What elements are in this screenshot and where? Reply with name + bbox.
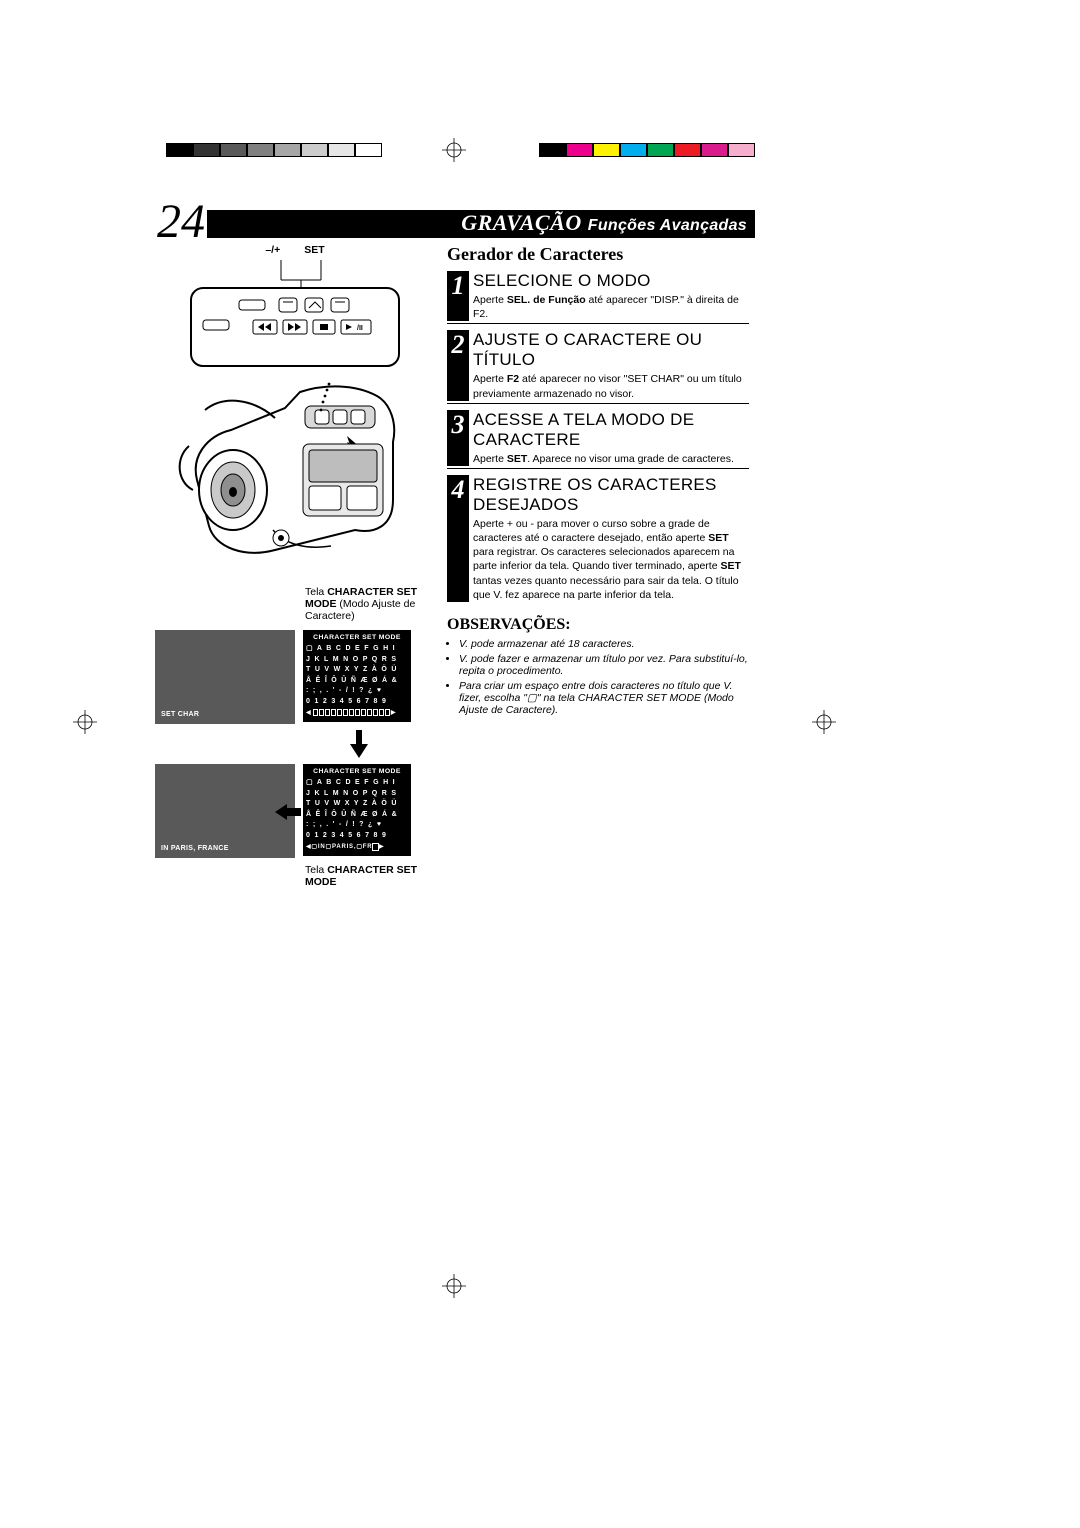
observacoes-list: V. pode armazenar até 18 caracteres. V. … [447,638,749,716]
controller-diagram: /II [181,260,409,370]
step-2-text: Aperte F2 até aparecer no visor "SET CHA… [473,372,749,400]
camcorder-diagram [155,380,435,580]
color-bar-left [166,143,382,157]
section-title: Gerador de Caracteres [447,244,749,265]
step-2: 2 AJUSTE O CARACTERE OU TÍTULO Aperte F2… [447,330,749,400]
registration-mark-left [73,710,97,734]
header-main: GRAVAÇÃO [461,210,582,236]
label-minusplus: –/+ [265,244,280,256]
label-set: SET [304,244,324,256]
caption-char-mode-1: Tela CHARACTER SET MODE (Modo Ajuste de … [305,586,425,622]
registration-mark-top [442,138,466,162]
step-1-heading: SELECIONE O MODO [473,271,749,291]
step-1-text: Aperte SEL. de Função até aparecer "DISP… [473,293,749,321]
left-arrow-icon [275,804,301,820]
step-4-heading: REGISTRE OS CARACTERES DESEJADOS [473,475,749,515]
header-band: GRAVAÇÃO Funções Avançadas [155,210,755,238]
step-1: 1 SELECIONE O MODO Aperte SEL. de Função… [447,271,749,321]
character-grid-1: CHARACTER SET MODE ▢ A B C D E F G H I J… [303,630,411,722]
step-4: 4 REGISTRE OS CARACTERES DESEJADOS Apert… [447,475,749,602]
step-num-3: 3 [447,410,469,466]
lcd-screen-1: SET CHAR [155,630,295,724]
caption-char-mode-2: Tela CHARACTER SET MODE [305,864,425,888]
header-sub: Funções Avançadas [588,217,747,235]
step-num-2: 2 [447,330,469,400]
lcd1-label: SET CHAR [161,711,199,718]
registration-mark-bottom [442,1274,466,1298]
step-4-text: Aperte + ou - para mover o curso sobre a… [473,517,749,602]
step-num-1: 1 [447,271,469,321]
lcd2-label: IN PARIS, FRANCE [161,845,229,852]
step-3-text: Aperte SET. Aparece no visor uma grade d… [473,452,749,466]
page-number: 24 [155,194,207,249]
obs-item-3: Para criar um espaço entre dois caracter… [459,680,749,716]
step-num-4: 4 [447,475,469,602]
color-bar-right [539,143,755,157]
obs-item-1: V. pode armazenar até 18 caracteres. [459,638,749,650]
registration-mark-right [812,710,836,734]
svg-text:/II: /II [357,325,363,332]
step-3-heading: ACESSE A TELA MODO DE CARACTERE [473,410,749,450]
step-2-heading: AJUSTE O CARACTERE OU TÍTULO [473,330,749,370]
observacoes-title: OBSERVAÇÕES: [447,616,749,634]
lcd-screen-2: IN PARIS, FRANCE [155,764,295,858]
obs-item-2: V. pode fazer e armazenar um título por … [459,653,749,677]
down-arrow-icon [348,730,370,758]
step-3: 3 ACESSE A TELA MODO DE CARACTERE Aperte… [447,410,749,466]
character-grid-2: CHARACTER SET MODE ▢ A B C D E F G H I J… [303,764,411,856]
